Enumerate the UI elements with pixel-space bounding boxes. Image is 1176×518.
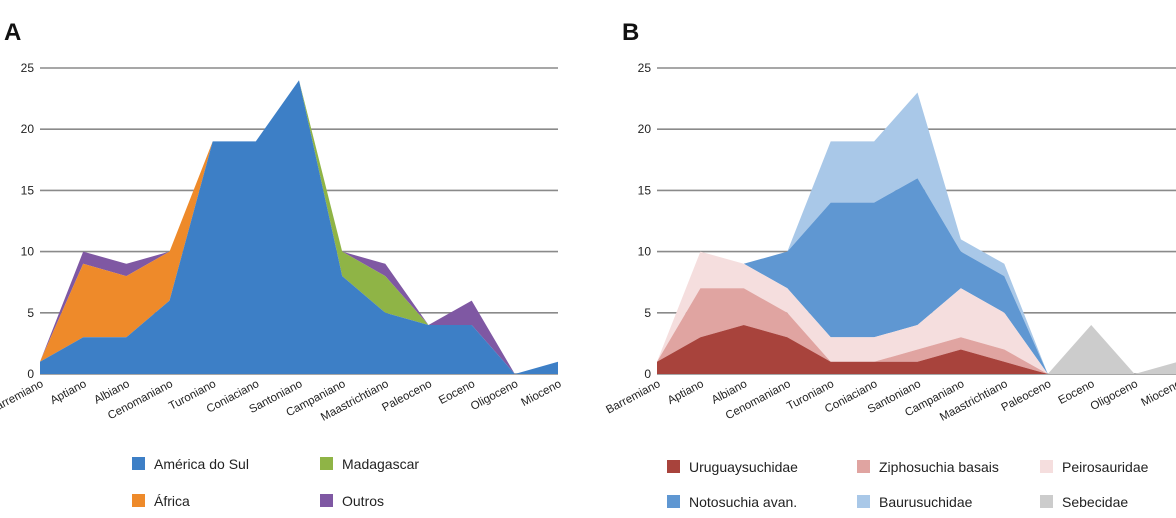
panel-b-legend-label-baurusuchidae: Baurusuchidae — [879, 494, 973, 510]
panel-a-legend: América do Sul Madagascar África Outros — [132, 456, 419, 509]
panel-a-y-tick-25: 25 — [21, 61, 35, 75]
panel-a-y-tick-5: 5 — [27, 306, 34, 320]
panel-a-label: A — [4, 19, 21, 46]
panel-a-legend-label-america-do-sul: América do Sul — [154, 456, 249, 472]
panel-a-legend-label-outros: Outros — [342, 493, 384, 509]
panel-a-y-ticks: 0 5 10 15 20 25 — [21, 61, 35, 381]
panel-a-area-africa — [40, 80, 558, 374]
panel-a-legend-label-africa: África — [154, 493, 190, 509]
panel-b-x-tick-oligoceno: Oligoceno — [1089, 378, 1140, 413]
panel-b-legend-label-peirosauridae: Peirosauridae — [1062, 459, 1149, 475]
panel-b-label: B — [622, 19, 639, 46]
panel-b-area-peirosauridae — [657, 251, 1176, 374]
panel-a-area-america-do-sul — [40, 80, 558, 374]
panel-b-y-tick-15: 15 — [638, 183, 652, 197]
panel-b-y-tick-20: 20 — [638, 122, 652, 136]
panel-a-x-tick-aptiano: Aptiano — [48, 378, 88, 407]
panel-b-legend-swatch-sebecidae — [1040, 495, 1053, 508]
panel-b-y-tick-25: 25 — [638, 61, 652, 75]
panel-a-x-tick-barremiano: Barremiano — [0, 378, 45, 417]
panel-a-y-tick-0: 0 — [27, 367, 34, 381]
panel-a-x-tick-oligoceno: Oligoceno — [469, 378, 520, 413]
panel-b-legend-label-uruguaysuchidae: Uruguaysuchidae — [689, 459, 798, 475]
panel-b: B 0 5 10 15 20 25 Barremiano Aptiano AlbianoCen… — [604, 19, 1176, 510]
panel-b-legend-swatch-uruguaysuchidae — [667, 460, 680, 473]
panel-a-y-tick-15: 15 — [21, 183, 35, 197]
panel-b-legend-label-ziphosuchia-basais: Ziphosuchia basais — [879, 459, 999, 475]
panel-b-legend-label-sebecidae: Sebecidae — [1062, 494, 1128, 510]
panel-a-legend-swatch-outros — [320, 494, 333, 507]
panel-b-x-tick-paleoceno: Paleoceno — [1000, 378, 1054, 414]
panel-a-legend-swatch-madagascar — [320, 457, 333, 470]
panel-b-area-ziphosuchia-basais — [657, 288, 1176, 374]
panel-a-x-tick-paleoceno: Paleoceno — [380, 378, 434, 414]
panel-b-area-baurusuchidae — [657, 92, 1176, 374]
panel-b-x-tick-aptiano: Aptiano — [666, 378, 706, 407]
panel-b-y-tick-0: 0 — [644, 367, 651, 381]
panel-b-x-tick-barremiano: Barremiano — [604, 378, 662, 417]
panel-b-areas — [657, 92, 1176, 374]
panel-b-legend-label-notosuchia-avan: Notosuchia avan. — [689, 494, 797, 510]
panel-b-y-tick-5: 5 — [644, 306, 651, 320]
panel-a-x-tick-mioceno: Mioceno — [519, 378, 563, 409]
panel-a-x-ticks: Barremiano Aptiano AlbianoCenomanianoTuron… — [0, 378, 563, 424]
panel-a: A 0 5 10 15 20 25 Barremiano Aptiano AlbianoCen… — [0, 19, 563, 509]
panel-a-areas — [40, 80, 558, 374]
panel-b-legend-swatch-notosuchia-avan — [667, 495, 680, 508]
panel-b-area-uruguaysuchidae — [657, 325, 1176, 374]
panel-b-legend-swatch-baurusuchidae — [857, 495, 870, 508]
panel-b-x-tick-mioceno: Mioceno — [1139, 378, 1176, 409]
panel-b-area-notosuchia-avan — [657, 178, 1176, 374]
panel-a-y-tick-10: 10 — [21, 245, 35, 259]
panel-b-x-ticks: Barremiano Aptiano AlbianoCenomanianoTuron… — [604, 378, 1176, 424]
panel-b-legend-swatch-ziphosuchia-basais — [857, 460, 870, 473]
panel-a-legend-swatch-america-do-sul — [132, 457, 145, 470]
panel-a-legend-label-madagascar: Madagascar — [342, 456, 419, 472]
panel-b-y-ticks: 0 5 10 15 20 25 — [638, 61, 652, 381]
panel-a-legend-swatch-africa — [132, 494, 145, 507]
panel-b-legend-swatch-peirosauridae — [1040, 460, 1053, 473]
panel-a-y-tick-20: 20 — [21, 122, 35, 136]
panel-b-y-tick-10: 10 — [638, 245, 652, 259]
panel-b-legend: Uruguaysuchidae Ziphosuchia basais Peirosa… — [667, 459, 1149, 510]
